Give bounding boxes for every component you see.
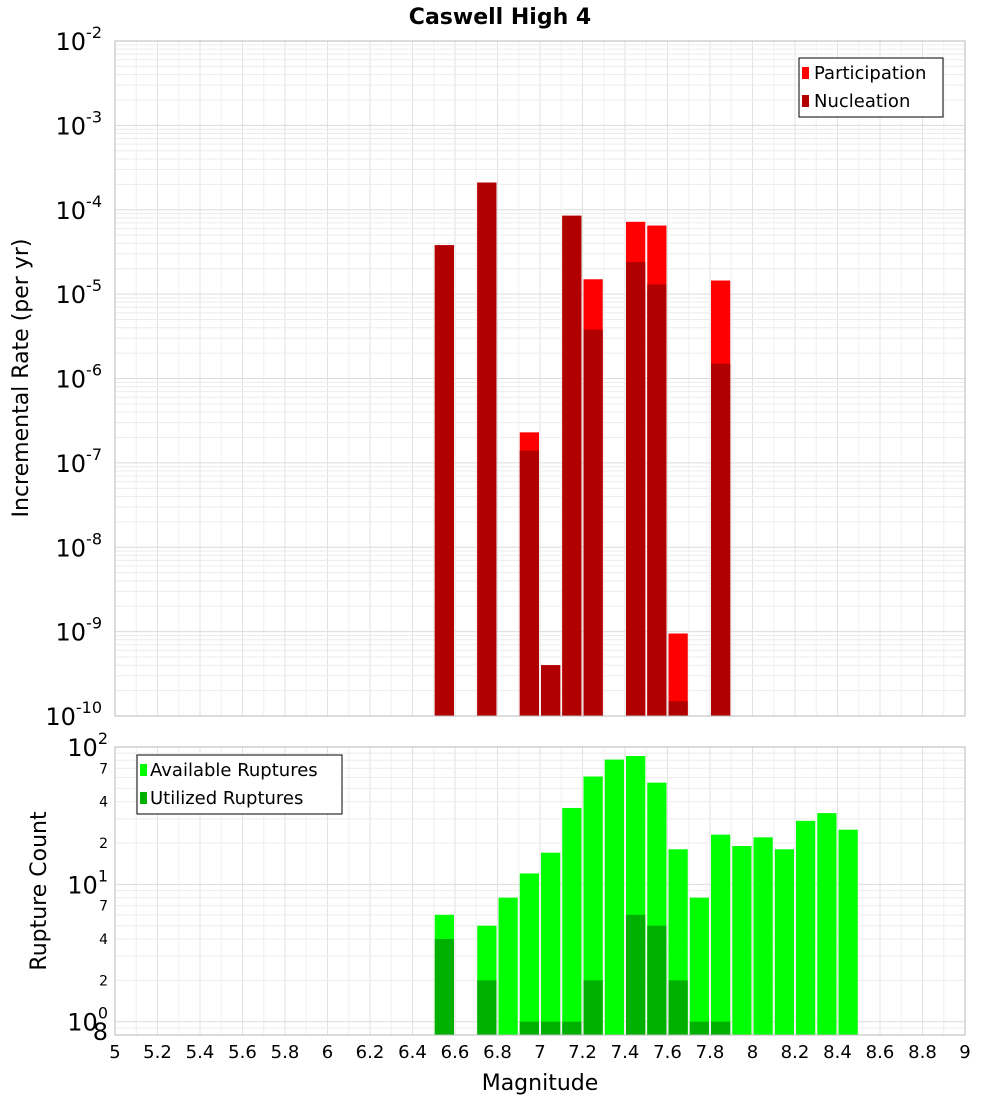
top-y-tick-label: 10-3: [56, 107, 103, 140]
legend-label-utilized: Utilized Ruptures: [150, 788, 303, 809]
x-tick-label: 5.2: [143, 1042, 172, 1063]
bottom-y-minor-tick-label: 8: [93, 1018, 108, 1046]
bottom-y-axis-label: Rupture Count: [27, 811, 52, 971]
bottom-bar-available-ruptures: [562, 807, 582, 1035]
x-tick-label: 6.8: [483, 1042, 512, 1063]
bottom-bar-available-ruptures: [604, 759, 624, 1035]
x-tick-label: 7: [534, 1042, 545, 1063]
bottom-bar-available-ruptures: [774, 849, 794, 1035]
top-y-tick-label: 10-10: [45, 698, 102, 731]
bottom-bar-available-ruptures: [753, 837, 773, 1035]
x-tick-label: 8.6: [866, 1042, 895, 1063]
bottom-bar-utilized-ruptures: [626, 914, 646, 1035]
bottom-bar-utilized-ruptures: [541, 1021, 561, 1035]
top-bar-nucleation: [668, 701, 688, 716]
x-tick-label: 7.4: [611, 1042, 640, 1063]
bottom-bar-utilized-ruptures: [668, 980, 688, 1035]
bottom-y-minor-tick-label: 4: [99, 795, 108, 811]
top-plot-frame: [114, 40, 966, 717]
top-y-tick-label: 10-2: [56, 23, 103, 56]
top-bar-participation: [668, 633, 688, 716]
legend-swatch-participation: [802, 67, 809, 79]
bottom-y-minor-tick-label: 7: [99, 899, 108, 915]
bottom-bar-utilized-ruptures: [583, 980, 603, 1035]
bottom-bar-utilized-ruptures: [519, 1021, 539, 1035]
x-tick-label: 7.2: [568, 1042, 597, 1063]
legend-label-available: Available Ruptures: [150, 760, 318, 781]
bottom-y-minor-tick-label: 2: [99, 836, 108, 852]
x-tick-label: 6.4: [398, 1042, 427, 1063]
legend-swatch-nucleation: [802, 95, 809, 107]
bottom-y-minor-tick-label: 7: [99, 761, 108, 777]
bottom-y-tick-label: 100: [67, 1004, 108, 1037]
top-y-tick-label: 10-4: [56, 192, 103, 225]
top-bar-nucleation: [647, 284, 667, 716]
legend-top: Participation Nucleation: [798, 57, 944, 118]
top-y-tick-label: 10-5: [56, 276, 103, 309]
legend-swatch-utilized: [140, 792, 147, 804]
legend-bottom: Available Ruptures Utilized Ruptures: [136, 754, 343, 815]
top-y-tick-label: 10-6: [56, 361, 103, 394]
bottom-plot-frame: [114, 746, 966, 1036]
x-tick-label: 7.8: [696, 1042, 725, 1063]
chart-title: Caswell High 4: [409, 5, 591, 30]
x-tick-label: 8.8: [908, 1042, 937, 1063]
x-tick-label: 6.6: [441, 1042, 470, 1063]
x-tick-label: 7.6: [653, 1042, 682, 1063]
bottom-bar-utilized-ruptures: [434, 939, 454, 1035]
top-y-tick-label: 10-7: [56, 445, 103, 478]
top-y-tick-label: 10-8: [56, 529, 103, 562]
top-y-axis-label: Incremental Rate (per yr): [9, 239, 34, 518]
x-tick-label: 9: [959, 1042, 970, 1063]
top-bar-nucleation: [541, 665, 561, 716]
top-y-tick-label: 10-9: [56, 614, 103, 647]
bottom-bar-available-ruptures: [711, 834, 731, 1035]
x-tick-label: 8: [747, 1042, 758, 1063]
bottom-bar-available-ruptures: [817, 813, 837, 1035]
legend-top-box: [798, 57, 944, 118]
x-tick-label: 6.2: [356, 1042, 385, 1063]
bottom-bar-utilized-ruptures: [711, 1021, 731, 1035]
bottom-y-minor-tick-label: 2: [99, 973, 108, 989]
legend-label-nucleation: Nucleation: [814, 91, 910, 112]
x-tick-label: 5: [109, 1042, 120, 1063]
legend-bottom-box: [136, 754, 343, 815]
legend-label-participation: Participation: [814, 63, 926, 84]
top-bar-nucleation: [477, 182, 497, 716]
bottom-bar-available-ruptures: [583, 776, 603, 1035]
bottom-bar-utilized-ruptures: [562, 1021, 582, 1035]
top-bar-nucleation: [562, 215, 582, 717]
bottom-bar-available-ruptures: [838, 829, 858, 1035]
bottom-bar-available-ruptures: [519, 873, 539, 1035]
bottom-bar-available-ruptures: [732, 846, 752, 1035]
x-axis-label: Magnitude: [482, 1071, 599, 1096]
top-bar-nucleation: [583, 329, 603, 716]
x-tick-label: 5.6: [228, 1042, 257, 1063]
top-bar-nucleation: [434, 245, 454, 717]
x-tick-label: 5.4: [186, 1042, 215, 1063]
top-bar-nucleation: [626, 262, 646, 716]
legend-swatch-available: [140, 764, 147, 776]
bottom-bar-available-ruptures: [498, 897, 518, 1035]
bottom-bar-available-ruptures: [796, 820, 816, 1035]
bottom-bar-available-ruptures: [689, 897, 709, 1035]
bottom-bar-utilized-ruptures: [647, 925, 667, 1035]
x-tick-label: 8.2: [781, 1042, 810, 1063]
top-bar-nucleation: [711, 363, 731, 716]
bottom-y-tick-label: 101: [67, 866, 108, 899]
x-tick-label: 8.4: [823, 1042, 852, 1063]
bottom-bar-utilized-ruptures: [477, 980, 497, 1035]
bottom-y-tick-label: 102: [67, 729, 108, 762]
top-bar-nucleation: [519, 450, 539, 716]
bottom-y-minor-tick-label: 4: [99, 932, 108, 948]
x-tick-label: 5.8: [271, 1042, 300, 1063]
bottom-bar-available-ruptures: [541, 852, 561, 1035]
x-tick-label: 6: [322, 1042, 333, 1063]
bottom-bar-utilized-ruptures: [689, 1021, 709, 1035]
